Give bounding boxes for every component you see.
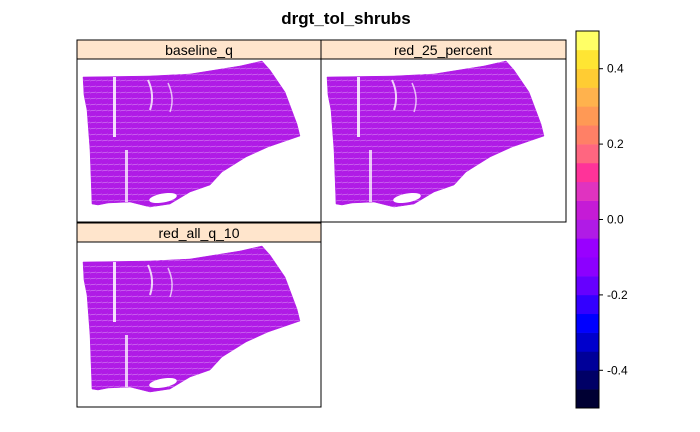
colorbar-swatch	[576, 238, 599, 258]
colorbar-swatch	[576, 200, 599, 220]
panel-label: red_25_percent	[394, 42, 492, 58]
colorbar-swatch	[576, 181, 599, 201]
colorbar-swatch	[576, 219, 599, 239]
colorbar-swatch	[576, 332, 599, 352]
colorbar-swatch	[576, 162, 599, 183]
panel-red-all-q-10: red_all_q_10	[76, 222, 322, 408]
panel-red-25-percent: red_25_percent	[320, 39, 567, 223]
colorbar-tick-label: 0.0	[607, 213, 624, 227]
colorbar-tick-label: 0.2	[607, 137, 624, 151]
figure-title: drgt_tol_shrubs	[281, 9, 410, 28]
map-region	[82, 245, 301, 393]
panel-label: red_all_q_10	[159, 225, 240, 241]
colorbar-swatch	[576, 106, 599, 126]
colorbar-swatch	[576, 144, 599, 164]
colorbar-swatch	[576, 49, 599, 69]
colorbar-swatch	[576, 313, 599, 333]
colorbar-swatches	[576, 31, 599, 409]
map-region	[326, 60, 545, 208]
colorbar-swatch	[576, 351, 599, 371]
colorbar-swatch	[576, 389, 599, 409]
colorbar-swatch	[576, 31, 599, 51]
colorbar-swatch	[576, 294, 599, 315]
colorbar-swatch	[576, 257, 599, 277]
panel-label: baseline_q	[165, 42, 233, 58]
map-region	[82, 60, 301, 208]
colorbar-swatch	[576, 68, 599, 88]
colorbar-swatch	[576, 125, 599, 145]
colorbar-tick-label: -0.2	[607, 288, 628, 302]
panel-baseline-q: baseline_q	[76, 39, 322, 223]
colorbar: 0.4 0.2 0.0 -0.2 -0.4	[575, 30, 628, 409]
colorbar-swatch	[576, 87, 599, 107]
colorbar-tick-label: 0.4	[607, 62, 624, 76]
colorbar-tick-label: -0.4	[607, 363, 628, 377]
colorbar-swatch	[576, 276, 599, 296]
colorbar-ticks: 0.4 0.2 0.0 -0.2 -0.4	[599, 62, 628, 377]
colorbar-swatch	[576, 370, 599, 390]
